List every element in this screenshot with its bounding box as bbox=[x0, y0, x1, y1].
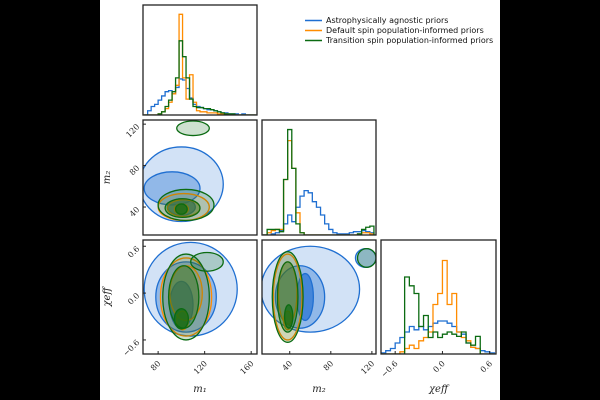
panel-frame-m2-1 bbox=[261, 119, 377, 236]
contour-level-2 bbox=[356, 247, 376, 268]
histogram-step-2 bbox=[381, 276, 495, 354]
x-tick-label-m1: 120 bbox=[192, 359, 209, 376]
x-tick-label-m2: 120 bbox=[359, 359, 376, 376]
x-axis-label-chi_eff: χeff bbox=[428, 384, 450, 395]
corner-plot: 80 120 160 m₁ 40 40 80 80 120 120 m₂ m₂ −0.6 −0.6 0.0 0… bbox=[102, 4, 497, 395]
x-axis-label-m2: m₂ bbox=[312, 384, 326, 395]
x-tick-label-m2: 80 bbox=[322, 359, 336, 373]
y-axis-label-m2: m₂ bbox=[102, 171, 113, 185]
legend-entry-label: Transition spin population-informed prio… bbox=[325, 36, 493, 45]
histogram-step-2 bbox=[144, 40, 256, 115]
histogram-step-0 bbox=[144, 78, 256, 115]
x-tick-label-m1: 80 bbox=[149, 359, 163, 373]
contours bbox=[262, 245, 376, 343]
contour-level-2 bbox=[173, 308, 190, 330]
panel-frame-m1-0 bbox=[142, 4, 258, 116]
histogram-step-0 bbox=[263, 189, 375, 235]
contour-level-2 bbox=[174, 203, 188, 215]
x-tick-label-chi_eff: 0.0 bbox=[431, 359, 446, 374]
contour-level-2 bbox=[176, 120, 210, 137]
x-tick-label-m2: 40 bbox=[281, 359, 295, 373]
legend-entry-label: Default spin population-informed priors bbox=[326, 26, 484, 35]
y-axis-label-chi_eff: χeff bbox=[102, 286, 113, 308]
histogram-chi_eff bbox=[381, 259, 496, 354]
y-tick-label-m2: 40 bbox=[128, 205, 142, 219]
contours bbox=[143, 120, 224, 223]
y-tick-label-m2: 120 bbox=[124, 122, 141, 139]
y-tick-label-chi_eff: 0.6 bbox=[126, 244, 141, 259]
panel-frame-chi_eff-2 bbox=[380, 239, 497, 355]
contour-level-2 bbox=[190, 251, 224, 272]
x-tick-label-m1: 160 bbox=[238, 359, 255, 376]
x-tick-label-chi_eff: −0.6 bbox=[379, 359, 399, 379]
contours bbox=[143, 241, 238, 341]
histogram-step-1 bbox=[263, 140, 375, 235]
histogram-m2 bbox=[263, 128, 375, 235]
contour-panel-m1_m2 bbox=[143, 120, 224, 223]
panel-frame-m2-2 bbox=[261, 239, 377, 355]
legend-entry-label: Astrophysically agnostic priors bbox=[326, 16, 448, 25]
x-axis-label-m1: m₁ bbox=[193, 384, 207, 395]
contour-panel-m1_chi_eff bbox=[143, 241, 238, 341]
contour-panel-m2_chi_eff bbox=[262, 245, 376, 343]
panel-frame-m1-2 bbox=[142, 239, 258, 355]
panel-frame-m1-1 bbox=[142, 119, 258, 236]
histogram-step-2 bbox=[263, 128, 375, 235]
plot-canvas: 80 120 160 m₁ 40 40 80 80 120 120 m₂ m₂ −0.6 −0.6 0.0 0… bbox=[100, 0, 500, 400]
contour-level-2 bbox=[157, 188, 215, 222]
contour-level-0 bbox=[143, 146, 224, 223]
histogram-m1 bbox=[144, 13, 256, 115]
x-tick-label-chi_eff: 0.6 bbox=[479, 359, 494, 374]
y-tick-label-m2: 80 bbox=[128, 164, 142, 178]
histogram-step-1 bbox=[381, 259, 495, 354]
contour-level-2 bbox=[283, 304, 294, 329]
y-tick-label-chi_eff: −0.6 bbox=[121, 338, 141, 358]
y-tick-label-chi_eff: 0.0 bbox=[126, 291, 141, 306]
